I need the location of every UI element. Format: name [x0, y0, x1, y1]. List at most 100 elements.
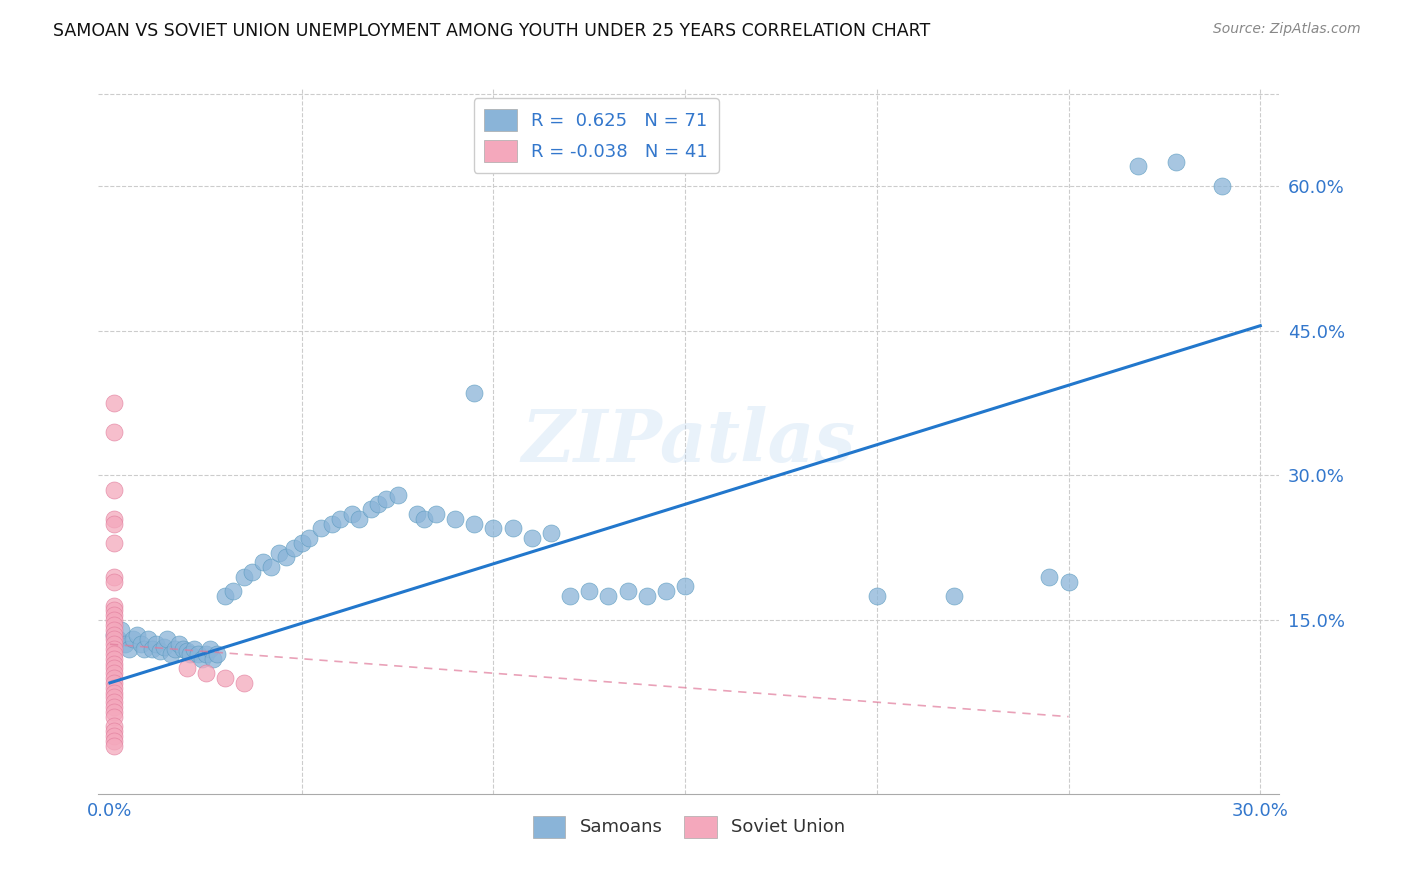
- Point: [103, 724, 125, 739]
- Point: [463, 516, 485, 531]
- Point: [298, 531, 321, 545]
- Point: [866, 589, 889, 603]
- Point: [103, 647, 125, 661]
- Point: [103, 733, 125, 747]
- Point: [152, 640, 174, 655]
- Point: [103, 396, 125, 410]
- Point: [103, 608, 125, 623]
- Point: [176, 661, 198, 675]
- Point: [103, 681, 125, 695]
- Point: [1164, 154, 1187, 169]
- Point: [240, 565, 263, 579]
- Point: [636, 589, 658, 603]
- Legend: Samoans, Soviet Union: Samoans, Soviet Union: [526, 808, 852, 845]
- Point: [540, 526, 562, 541]
- Point: [942, 589, 965, 603]
- Point: [291, 536, 314, 550]
- Point: [172, 642, 194, 657]
- Point: [329, 512, 352, 526]
- Point: [673, 579, 696, 593]
- Point: [103, 657, 125, 671]
- Point: [103, 690, 125, 705]
- Point: [145, 637, 167, 651]
- Text: Source: ZipAtlas.com: Source: ZipAtlas.com: [1213, 22, 1361, 37]
- Point: [103, 613, 125, 627]
- Point: [578, 584, 600, 599]
- Point: [160, 647, 183, 661]
- Point: [103, 695, 125, 709]
- Point: [136, 632, 159, 647]
- Point: [103, 623, 125, 637]
- Point: [405, 507, 427, 521]
- Point: [375, 492, 398, 507]
- Point: [103, 700, 125, 714]
- Point: [444, 512, 467, 526]
- Point: [156, 632, 179, 647]
- Point: [558, 589, 581, 603]
- Point: [207, 647, 229, 661]
- Point: [520, 531, 543, 545]
- Point: [194, 666, 217, 681]
- Point: [103, 709, 125, 723]
- Point: [360, 502, 382, 516]
- Point: [114, 637, 136, 651]
- Point: [283, 541, 305, 555]
- Point: [233, 570, 256, 584]
- Point: [367, 497, 389, 511]
- Point: [309, 521, 332, 535]
- Point: [214, 589, 236, 603]
- Point: [340, 507, 363, 521]
- Point: [103, 661, 125, 675]
- Point: [191, 651, 214, 665]
- Point: [463, 386, 485, 401]
- Point: [103, 627, 125, 641]
- Point: [103, 570, 125, 584]
- Point: [616, 584, 638, 599]
- Point: [165, 642, 187, 657]
- Point: [183, 642, 205, 657]
- Point: [129, 637, 152, 651]
- Point: [134, 642, 156, 657]
- Point: [425, 507, 447, 521]
- Point: [347, 512, 370, 526]
- Point: [103, 705, 125, 719]
- Point: [122, 632, 145, 647]
- Point: [103, 666, 125, 681]
- Point: [502, 521, 524, 535]
- Point: [103, 676, 125, 690]
- Point: [1126, 160, 1149, 174]
- Point: [482, 521, 505, 535]
- Point: [103, 516, 125, 531]
- Point: [103, 671, 125, 685]
- Point: [413, 512, 436, 526]
- Point: [276, 550, 298, 565]
- Point: [103, 627, 125, 641]
- Point: [103, 651, 125, 665]
- Point: [118, 642, 141, 657]
- Point: [125, 627, 148, 641]
- Point: [103, 512, 125, 526]
- Point: [179, 647, 201, 661]
- Point: [103, 536, 125, 550]
- Point: [103, 719, 125, 733]
- Point: [1057, 574, 1080, 589]
- Text: SAMOAN VS SOVIET UNION UNEMPLOYMENT AMONG YOUTH UNDER 25 YEARS CORRELATION CHART: SAMOAN VS SOVIET UNION UNEMPLOYMENT AMON…: [53, 22, 931, 40]
- Point: [387, 488, 409, 502]
- Point: [1211, 178, 1233, 193]
- Point: [214, 671, 236, 685]
- Point: [260, 560, 283, 574]
- Point: [233, 676, 256, 690]
- Point: [221, 584, 243, 599]
- Point: [267, 545, 290, 559]
- Point: [194, 647, 217, 661]
- Point: [1038, 570, 1060, 584]
- Point: [103, 425, 125, 439]
- Point: [103, 642, 125, 657]
- Point: [252, 555, 274, 569]
- Point: [103, 632, 125, 647]
- Point: [103, 599, 125, 613]
- Point: [103, 574, 125, 589]
- Text: ZIPatlas: ZIPatlas: [522, 406, 856, 477]
- Point: [103, 637, 125, 651]
- Point: [202, 651, 225, 665]
